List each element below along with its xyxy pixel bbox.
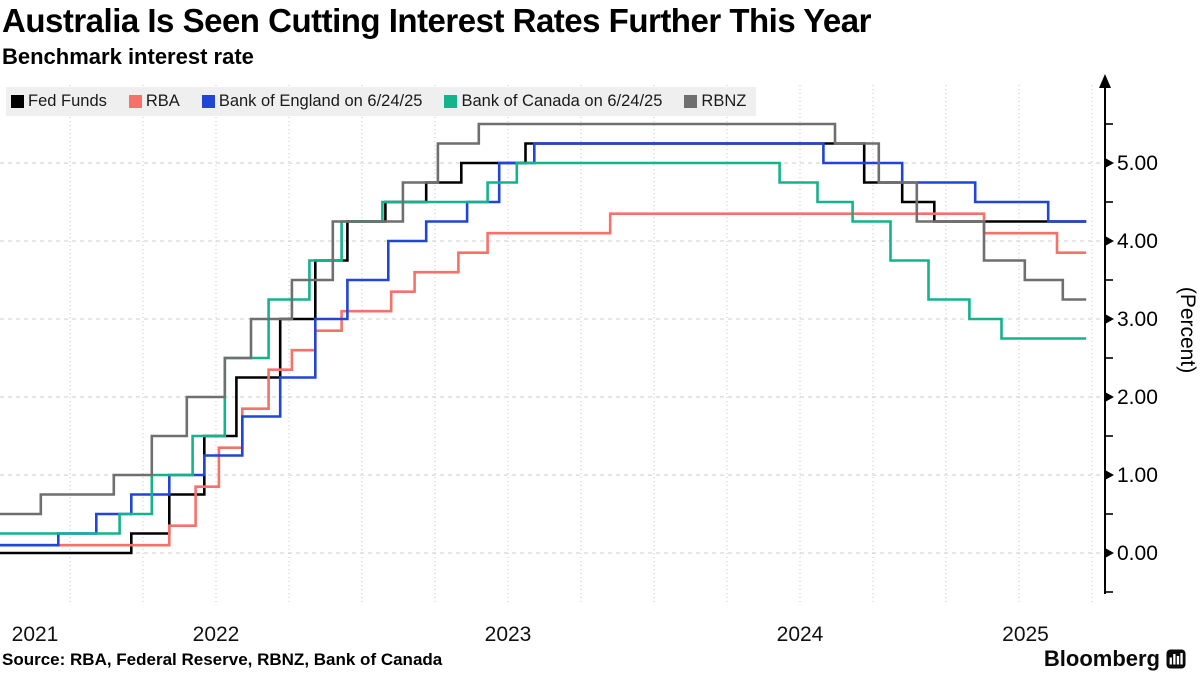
y-axis-tick bbox=[1105, 158, 1114, 168]
y-axis-tick-label: 2.00 bbox=[1117, 386, 1158, 409]
y-axis-tick bbox=[1105, 392, 1114, 402]
y-axis-tick-label: 4.00 bbox=[1117, 230, 1158, 253]
series-line-bank-of-england-on-6-24-25 bbox=[0, 142, 1087, 547]
bloomberg-logo: Bloomberg bbox=[1044, 646, 1186, 672]
chart-title: Australia Is Seen Cutting Interest Rates… bbox=[2, 2, 871, 39]
y-axis-arrow-icon bbox=[1099, 74, 1111, 88]
legend-swatch-icon bbox=[444, 95, 458, 108]
y-axis-tick bbox=[1105, 470, 1114, 480]
x-axis-year-label: 2024 bbox=[777, 623, 824, 646]
legend-item-fed-funds: Fed Funds bbox=[11, 92, 107, 111]
legend-swatch-icon bbox=[201, 95, 215, 108]
y-axis-tick-label: 5.00 bbox=[1117, 152, 1158, 175]
legend-swatch-icon bbox=[128, 95, 142, 108]
legend-item-rba: RBA bbox=[128, 92, 180, 111]
legend-item-bank-of-canada-on-6-24-25: Bank of Canada on 6/24/25 bbox=[444, 92, 662, 111]
source-note: Source: RBA, Federal Reserve, RBNZ, Bank… bbox=[2, 650, 443, 669]
legend-swatch-icon bbox=[684, 95, 698, 108]
y-axis-tick-label: 0.00 bbox=[1117, 542, 1158, 565]
x-axis-year-label: 2021 bbox=[12, 623, 59, 646]
y-axis-tick bbox=[1105, 314, 1114, 324]
x-axis-year-label: 2025 bbox=[1002, 623, 1049, 646]
series-line-bank-of-canada-on-6-24-25 bbox=[0, 161, 1087, 535]
series-line-fed-funds bbox=[0, 142, 1087, 555]
y-axis-tick bbox=[1105, 548, 1114, 558]
series-line-rba bbox=[0, 212, 1087, 547]
chart-subtitle: Benchmark interest rate bbox=[2, 44, 254, 69]
legend-label: RBA bbox=[145, 92, 180, 110]
bloomberg-wordmark: Bloomberg bbox=[1043, 646, 1160, 671]
x-axis-year-label: 2023 bbox=[485, 623, 532, 646]
legend-item-bank-of-england-on-6-24-25: Bank of England on 6/24/25 bbox=[201, 92, 423, 111]
legend: Fed Funds RBA Bank of England on 6/24/25 Ba… bbox=[6, 87, 757, 116]
legend-label: Fed Funds bbox=[28, 92, 107, 110]
legend-label: RBNZ bbox=[701, 92, 747, 110]
y-axis-tick bbox=[1105, 236, 1114, 246]
legend-label: Bank of England on 6/24/25 bbox=[218, 92, 423, 110]
y-axis-tick-label: 1.00 bbox=[1117, 464, 1158, 487]
legend-label: Bank of Canada on 6/24/25 bbox=[461, 92, 663, 110]
bloomberg-media-icon bbox=[1166, 649, 1186, 669]
x-axis-year-label: 2022 bbox=[193, 623, 240, 646]
y-axis-tick-label: 3.00 bbox=[1117, 308, 1158, 331]
legend-swatch-icon bbox=[11, 95, 24, 108]
y-axis-title: (Percent) bbox=[1176, 287, 1199, 373]
series-line-rbnz bbox=[0, 122, 1087, 516]
legend-item-rbnz: RBNZ bbox=[684, 92, 746, 111]
